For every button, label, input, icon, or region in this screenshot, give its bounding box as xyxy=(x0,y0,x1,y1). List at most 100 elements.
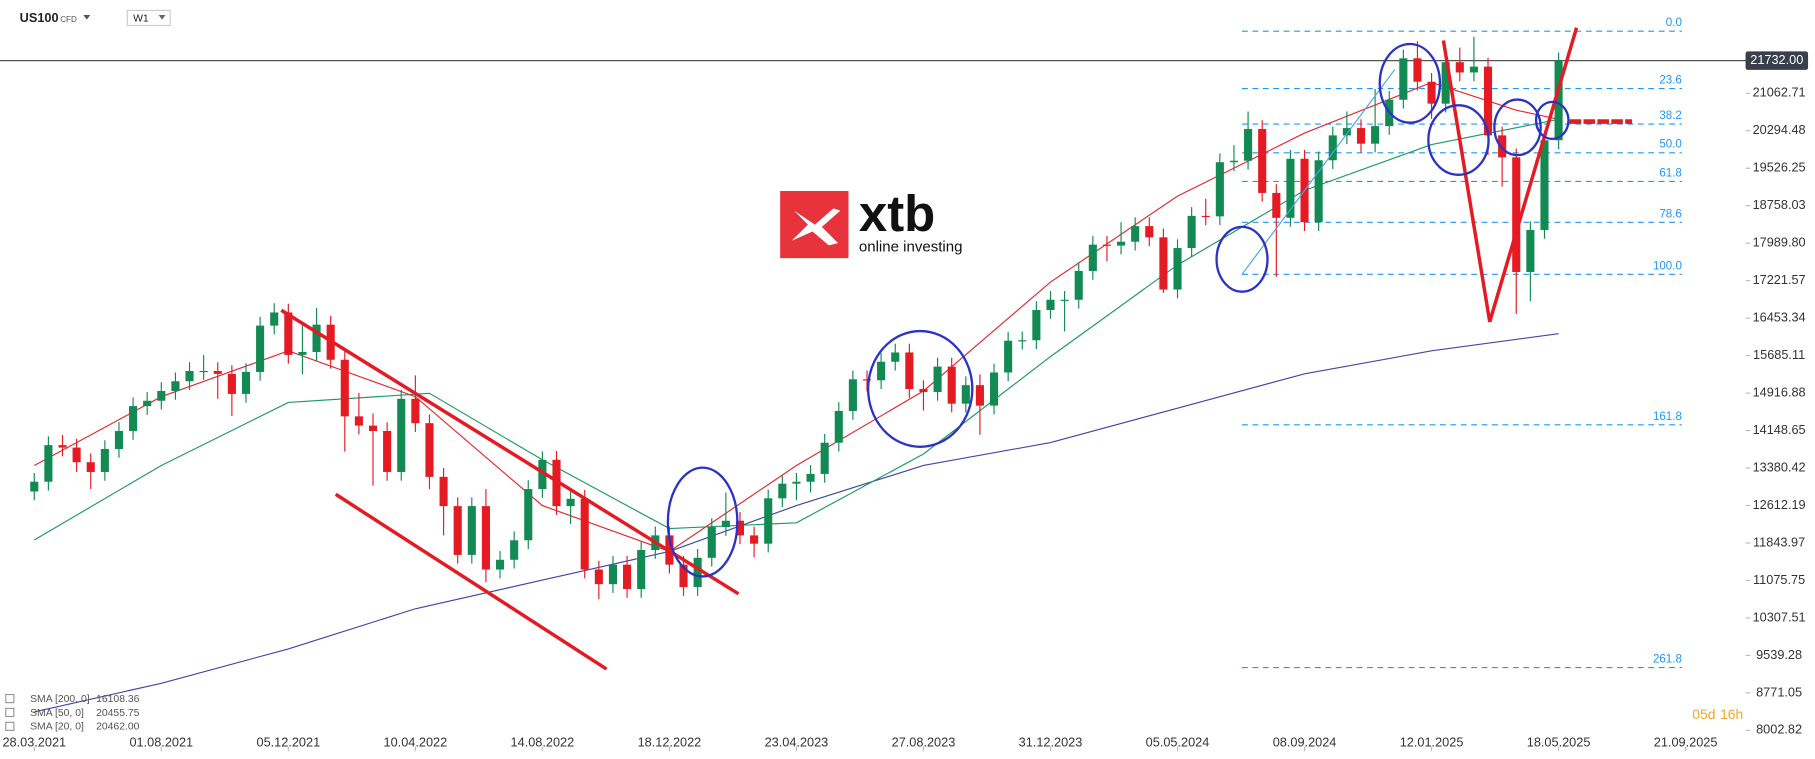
candle-body xyxy=(1286,158,1295,218)
candle-body xyxy=(961,385,970,404)
candle-body xyxy=(735,520,745,536)
candle-body xyxy=(1314,160,1323,223)
candle-body xyxy=(1032,310,1041,341)
fib-label: 78.6 xyxy=(1659,208,1682,220)
x-tick-label: 31.12.2023 xyxy=(1019,734,1083,749)
y-tick-label: 21062.71 xyxy=(1753,85,1806,100)
timeframe-box[interactable] xyxy=(126,9,171,27)
candle-body xyxy=(213,370,222,374)
x-tick-label: 28.03.2021 xyxy=(2,734,66,749)
v-pattern xyxy=(1441,27,1579,323)
candle-body xyxy=(637,550,646,590)
legend-value: 16108.36 xyxy=(96,694,140,705)
candle-body xyxy=(933,366,942,392)
toolbar: US100 CFD W1 xyxy=(20,9,171,27)
candle-body xyxy=(143,400,152,407)
trend-line xyxy=(334,492,608,671)
candle-body xyxy=(157,390,166,401)
candle-body xyxy=(1229,160,1239,163)
y-tick-label: 12612.19 xyxy=(1753,497,1806,512)
y-tick-label: 8771.05 xyxy=(1756,684,1802,699)
highlight-circle xyxy=(1378,42,1442,124)
highlight-circle xyxy=(1215,225,1269,293)
mark-layer xyxy=(30,36,1563,713)
candle-body xyxy=(877,361,886,381)
symbol-dropdown[interactable] xyxy=(83,15,91,20)
legend-value: 20462.00 xyxy=(96,722,140,733)
y-tick-label: 18758.03 xyxy=(1753,197,1806,212)
candle-body xyxy=(905,352,914,390)
candle-body xyxy=(171,381,180,391)
candle-body xyxy=(199,370,208,373)
x-tick-label: 01.08.2021 xyxy=(129,734,193,749)
legend-icon xyxy=(5,707,15,718)
highlight-circle xyxy=(666,466,739,578)
legend-name: SMA [50, 0] xyxy=(30,708,84,719)
candle-body xyxy=(1046,299,1055,311)
y-tick-label: 17221.57 xyxy=(1753,272,1806,287)
logo-x xyxy=(791,208,841,246)
candle-body xyxy=(1371,126,1380,144)
candle-body xyxy=(1512,157,1521,272)
y-tick-label: 11075.75 xyxy=(1753,572,1805,587)
last-price-tag xyxy=(1745,51,1809,70)
y-tick-label: 8002.82 xyxy=(1756,722,1802,737)
candle-body xyxy=(792,481,801,484)
candle-body xyxy=(495,559,505,570)
fib-label: 261.8 xyxy=(1653,654,1682,666)
legend-icon xyxy=(5,693,15,704)
candle-body xyxy=(1131,226,1140,242)
candle-body xyxy=(1117,241,1126,246)
candle-body xyxy=(1427,81,1436,104)
sma-line xyxy=(34,333,1559,713)
y-tick-label: 19526.25 xyxy=(1753,160,1806,175)
timeframe-dropdown[interactable] xyxy=(158,15,166,20)
legend-icon xyxy=(5,721,15,731)
candle-body xyxy=(368,425,378,431)
candle-body xyxy=(806,473,815,482)
candle-body xyxy=(481,506,490,570)
candle-body xyxy=(989,372,999,406)
candle-body xyxy=(354,416,363,426)
timeframe[interactable]: W1 xyxy=(133,13,149,24)
highlight-circle xyxy=(1493,98,1542,157)
x-tick-label: 18.12.2022 xyxy=(638,734,702,749)
y-tick-label: 20294.48 xyxy=(1753,122,1806,137)
legend-value: 20455.75 xyxy=(96,708,140,719)
x-tick-label: 08.09.2024 xyxy=(1273,734,1337,749)
countdown-hours: 16h xyxy=(1720,706,1743,722)
x-tick-label: 12.01.2025 xyxy=(1400,734,1464,749)
candle-body xyxy=(538,459,547,490)
candle-body xyxy=(764,498,773,544)
candle-body xyxy=(1018,340,1027,342)
candle-body xyxy=(707,527,716,558)
candle-body xyxy=(1526,230,1535,272)
candle-body xyxy=(284,312,293,355)
candle-body xyxy=(1483,66,1493,136)
candle-body xyxy=(679,564,688,588)
symbol[interactable]: US100 xyxy=(20,10,59,25)
candle-body xyxy=(1455,62,1464,73)
candle-body xyxy=(608,564,618,585)
candle-body xyxy=(100,449,109,472)
candle-body xyxy=(1399,58,1408,100)
candle-body xyxy=(1187,215,1196,249)
candle-body xyxy=(524,489,533,541)
candle-body xyxy=(1554,60,1563,141)
candle-body xyxy=(425,423,434,477)
candle-body xyxy=(820,442,829,474)
candle-body xyxy=(44,445,53,482)
candle-body xyxy=(439,476,448,507)
candle-body xyxy=(1441,62,1450,104)
candle-body xyxy=(1244,129,1253,161)
candle-body xyxy=(580,498,589,570)
fib-label: 100.0 xyxy=(1653,260,1682,272)
y-tick-label: 16453.34 xyxy=(1753,310,1806,325)
x-tick-label: 05.12.2021 xyxy=(257,734,321,749)
fib-anchor-line xyxy=(1241,69,1396,275)
candle-body xyxy=(594,569,603,585)
x-tick-label: 23.04.2023 xyxy=(765,734,829,749)
candle-body xyxy=(919,389,928,392)
candle-body xyxy=(298,351,307,355)
x-tick-label: 10.04.2022 xyxy=(384,734,448,749)
